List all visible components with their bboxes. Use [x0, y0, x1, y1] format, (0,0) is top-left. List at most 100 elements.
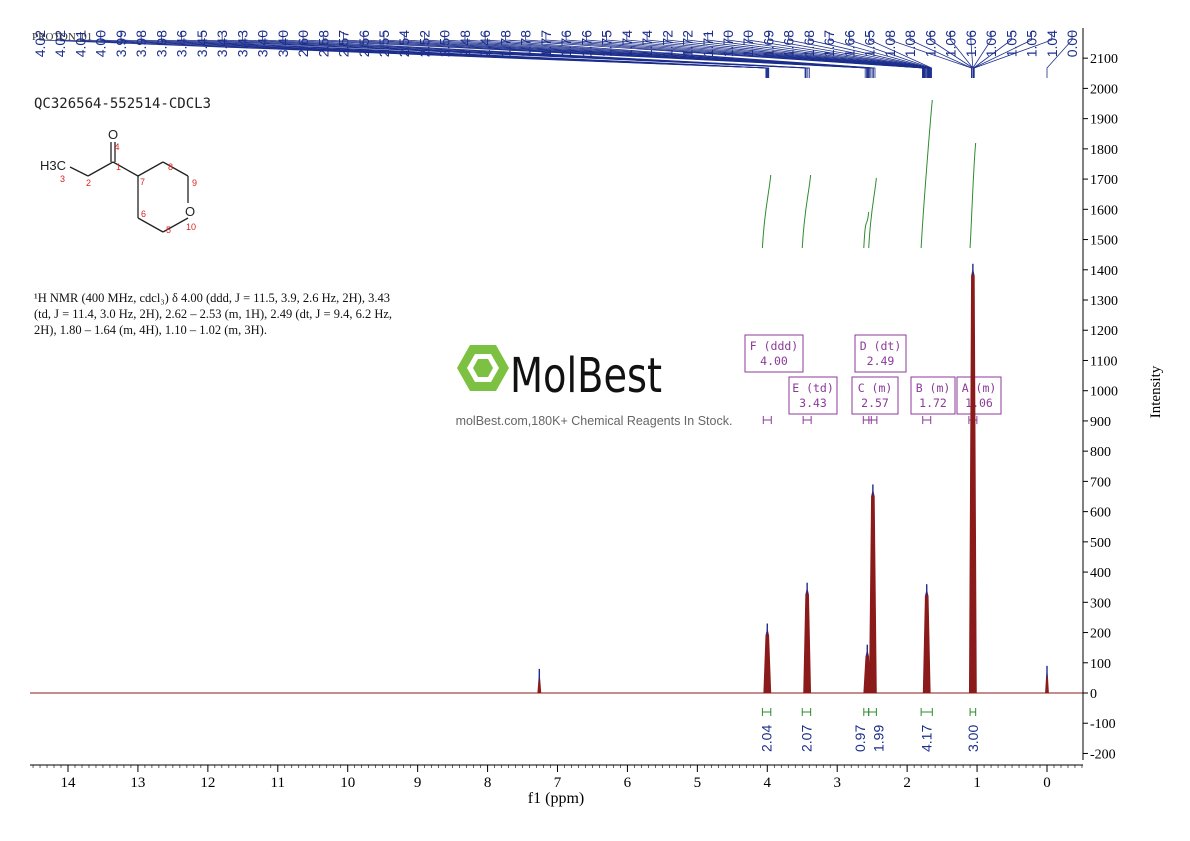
x-tick-label: 0 — [1043, 775, 1051, 791]
y-tick-label: 1800 — [1090, 143, 1118, 158]
multiplet-box — [854, 334, 907, 373]
peak-shift-label: 1.68 — [801, 30, 817, 57]
peak-shift-label: 1.68 — [781, 30, 797, 57]
peak-connector — [484, 32, 876, 78]
atom-num-1: 1 — [116, 162, 121, 172]
x-tick-label: 9 — [414, 775, 422, 791]
multiplet-shift: 4.00 — [760, 354, 788, 368]
peak-shift-label: 1.06 — [922, 30, 938, 57]
atom-h3c: H3C — [40, 158, 66, 173]
peak-connector — [828, 32, 931, 78]
peak-connector — [808, 32, 930, 78]
multiplet-label: F (ddd) — [750, 339, 798, 353]
peak-shift-label: 1.75 — [599, 30, 615, 57]
peak-connector — [707, 32, 928, 78]
x-tick-label: 8 — [484, 775, 492, 791]
multiplet-shift: 1.06 — [965, 396, 993, 410]
peak-shift-label: 3.98 — [153, 30, 169, 57]
atom-num-5: 5 — [166, 225, 171, 235]
x-tick-label: 14 — [61, 775, 77, 791]
molecule-structure: O 4 H3C 3 2 1 7 8 9 O 10 5 6 — [40, 127, 197, 235]
peak-shift-label: 2.55 — [376, 30, 392, 57]
peak-shift-label: 3.43 — [234, 30, 250, 57]
integral-value: 0.97 — [852, 725, 868, 752]
peak-shift-label: 2.58 — [315, 30, 331, 57]
multiplet-shift: 3.43 — [799, 396, 827, 410]
multiplet-label: C (m) — [858, 381, 893, 395]
peak-shift-label: 3.98 — [133, 30, 149, 57]
multiplet-box — [788, 376, 838, 415]
peak-shift-label: 1.77 — [538, 30, 554, 57]
peak-shift-label: 1.05 — [1003, 30, 1019, 57]
peak-connector — [687, 32, 928, 78]
integral-curve — [920, 99, 933, 249]
peak-connector — [545, 32, 924, 78]
x-tick-label: 12 — [200, 775, 215, 791]
y-tick-label: 500 — [1090, 536, 1111, 551]
integral-curve — [761, 174, 772, 249]
peak-shift-label: 4.02 — [32, 30, 48, 57]
multiplet-shift: 2.49 — [867, 354, 895, 368]
peak-shift-label: 1.78 — [497, 30, 513, 57]
peak-shift-label: 1.65 — [862, 30, 878, 57]
peak-connector — [909, 32, 972, 78]
atom-num-3: 3 — [60, 174, 65, 184]
multiplet-box — [956, 376, 1002, 415]
molbest-watermark: MolBest molBest.com,180K+ Chemical Reage… — [456, 345, 732, 428]
x-tick-label: 13 — [130, 775, 145, 791]
x-tick-label: 5 — [694, 775, 702, 791]
y-tick-label: 700 — [1090, 475, 1111, 490]
peak-connector — [424, 32, 872, 78]
multiplet-label: A (m) — [962, 381, 997, 395]
peak-connector — [1046, 32, 1073, 78]
sample-title: QC326564-552514-CDCL3 — [34, 96, 211, 112]
peak-connector — [444, 32, 873, 78]
peak-connector — [302, 32, 866, 78]
y-tick-label: 2000 — [1090, 82, 1118, 97]
peak-shift-label: 2.54 — [396, 30, 412, 57]
peak-connector — [606, 32, 926, 78]
x-tick-label: 11 — [271, 775, 285, 791]
atom-num-6: 6 — [141, 209, 146, 219]
multiplet-label: B (m) — [916, 381, 951, 395]
peak-connector — [282, 32, 810, 78]
peak-connector — [120, 32, 769, 78]
multiplet-shift: 2.57 — [861, 396, 889, 410]
multiplet-box — [910, 376, 956, 415]
integral-value: 2.07 — [798, 725, 814, 752]
y-tick-label: 1500 — [1090, 234, 1118, 249]
peak-connector — [525, 32, 923, 78]
peak-connector — [464, 32, 874, 78]
spectrum-peak — [763, 629, 772, 694]
y-tick-label: 1900 — [1090, 113, 1118, 128]
atom-num-9: 9 — [192, 178, 197, 188]
y-tick-label: 0 — [1090, 687, 1097, 702]
peak-shift-label: 1.74 — [619, 30, 635, 57]
peak-shift-label: 1.78 — [518, 30, 534, 57]
peak-shift-label: 0.00 — [1064, 30, 1080, 57]
integral-curve — [801, 174, 812, 249]
peak-shift-label: 1.04 — [1044, 30, 1060, 57]
peak-connector — [383, 32, 870, 78]
peak-shift-label: 2.48 — [457, 30, 473, 57]
spectrum-peak — [868, 490, 877, 694]
peak-connector — [849, 32, 932, 78]
peak-shift-label: 1.69 — [760, 30, 776, 57]
y-tick-label: 1700 — [1090, 173, 1118, 188]
peak-connector — [59, 32, 767, 78]
peak-connector — [973, 32, 1032, 78]
y-tick-label: 100 — [1090, 657, 1111, 672]
peak-shift-label: 1.08 — [882, 30, 898, 57]
peak-connector — [972, 32, 992, 78]
axes-group: 2100200019001800170016001500140013001200… — [30, 28, 1118, 791]
peak-shift-label: 3.45 — [194, 30, 210, 57]
x-tick-label: 1 — [973, 775, 981, 791]
peak-shift-label: 1.76 — [558, 30, 574, 57]
x-tick-label: 7 — [554, 775, 562, 791]
nmr-description: ¹H NMR (400 MHz, cdcl₃) δ 4.00 (ddd, J =… — [34, 291, 393, 337]
spectrum-peak — [922, 590, 931, 694]
peak-shift-label: 3.46 — [174, 30, 190, 57]
y-tick-label: 200 — [1090, 627, 1111, 642]
y-tick-label: -200 — [1090, 747, 1116, 762]
atom-o-ring: O — [185, 204, 195, 219]
